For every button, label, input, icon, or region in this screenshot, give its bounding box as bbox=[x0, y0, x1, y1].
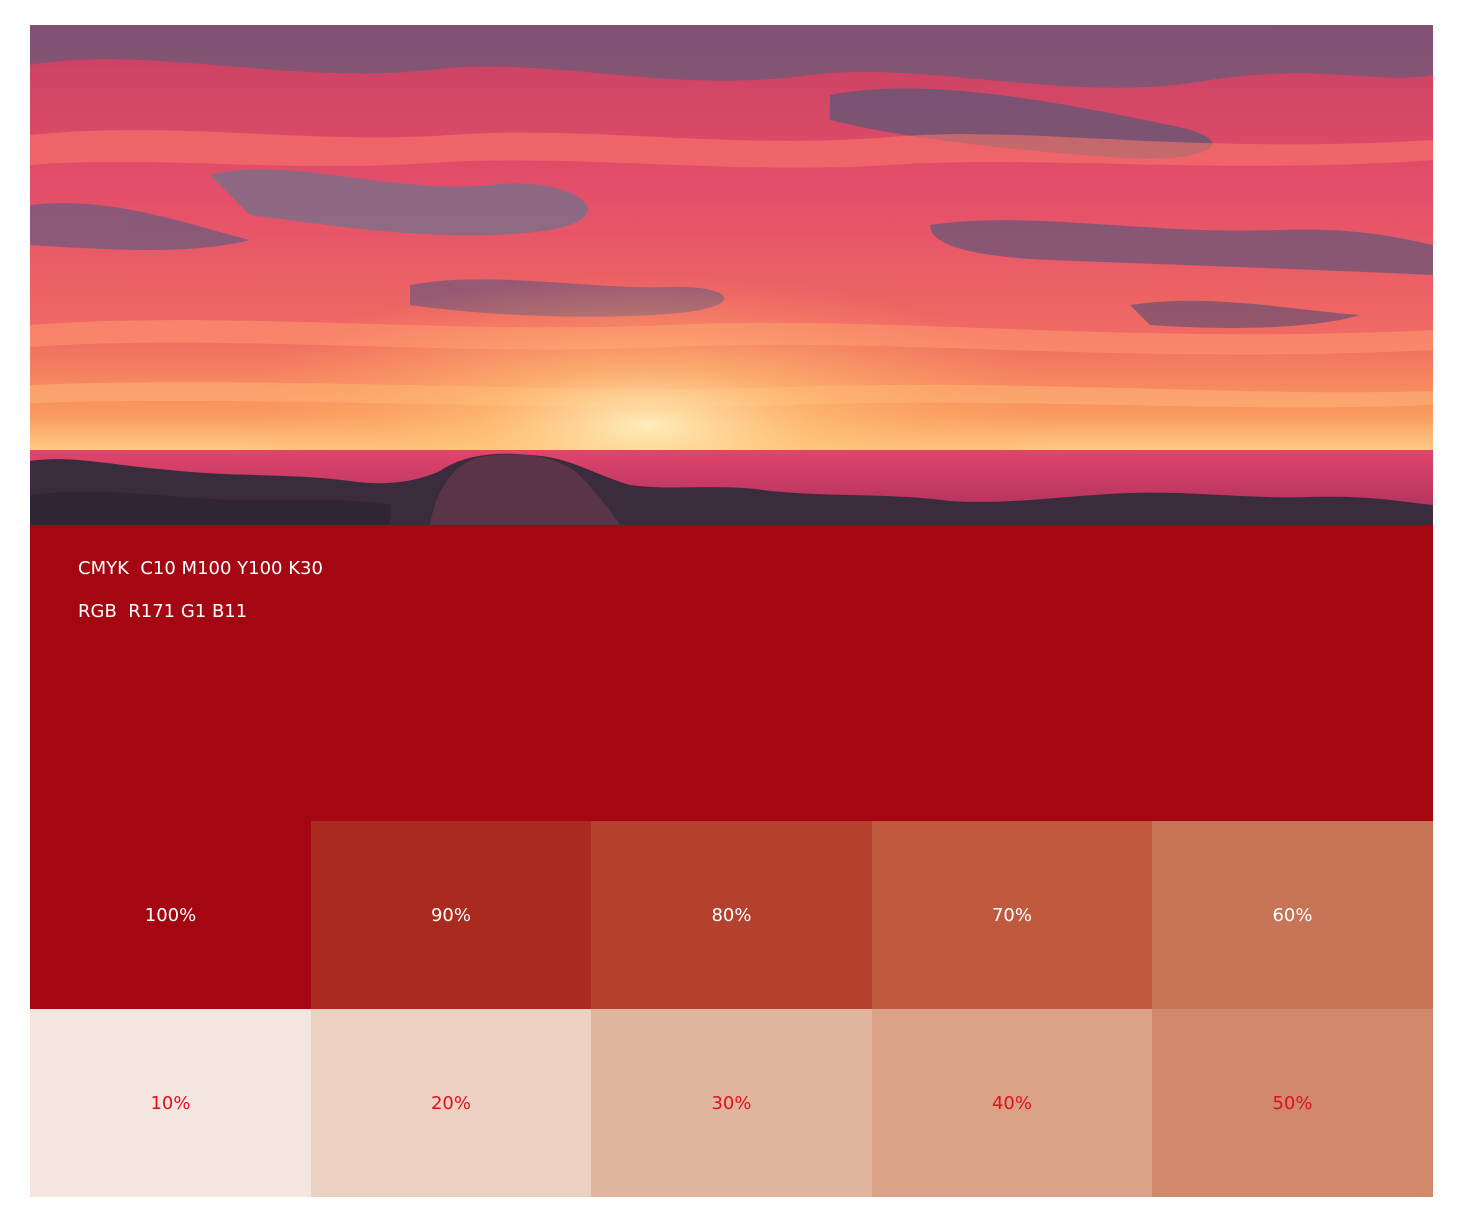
tint-swatch-40: 40% bbox=[872, 1009, 1152, 1197]
tint-swatch-60: 60% bbox=[1152, 821, 1433, 1009]
tint-swatch-20: 20% bbox=[311, 1009, 591, 1197]
tint-label: 70% bbox=[991, 904, 1032, 926]
tint-swatch-50: 50% bbox=[1152, 1009, 1433, 1197]
tint-label: 20% bbox=[430, 1092, 471, 1114]
tint-label: 30% bbox=[711, 1092, 752, 1114]
cmyk-value: CMYK C10 M100 Y100 K30 bbox=[78, 558, 323, 579]
tint-swatch-70: 70% bbox=[872, 821, 1152, 1009]
tint-label: 90% bbox=[430, 904, 471, 926]
tint-swatch-10: 10% bbox=[30, 1009, 311, 1197]
tint-swatch-100: 100% bbox=[30, 821, 311, 1009]
color-spec-sheet: CMYK C10 M100 Y100 K30 RGB R171 G1 B11 1… bbox=[30, 25, 1433, 1197]
tint-swatch-90: 90% bbox=[311, 821, 591, 1009]
sunset-photo bbox=[30, 25, 1433, 525]
rgb-value: RGB R171 G1 B11 bbox=[78, 601, 248, 622]
tint-label: 50% bbox=[1272, 1092, 1313, 1114]
tint-swatch-30: 30% bbox=[591, 1009, 872, 1197]
primary-color-swatch: CMYK C10 M100 Y100 K30 RGB R171 G1 B11 bbox=[30, 525, 1433, 821]
tint-swatch-80: 80% bbox=[591, 821, 872, 1009]
tint-grid: 100% 90% 80% 70% 60% 10% 20% 30% 40% 50% bbox=[30, 821, 1433, 1197]
tint-label: 80% bbox=[711, 904, 752, 926]
tint-label: 60% bbox=[1272, 904, 1313, 926]
tint-label: 40% bbox=[991, 1092, 1032, 1114]
tint-label: 100% bbox=[144, 904, 197, 926]
tint-label: 10% bbox=[150, 1092, 191, 1114]
